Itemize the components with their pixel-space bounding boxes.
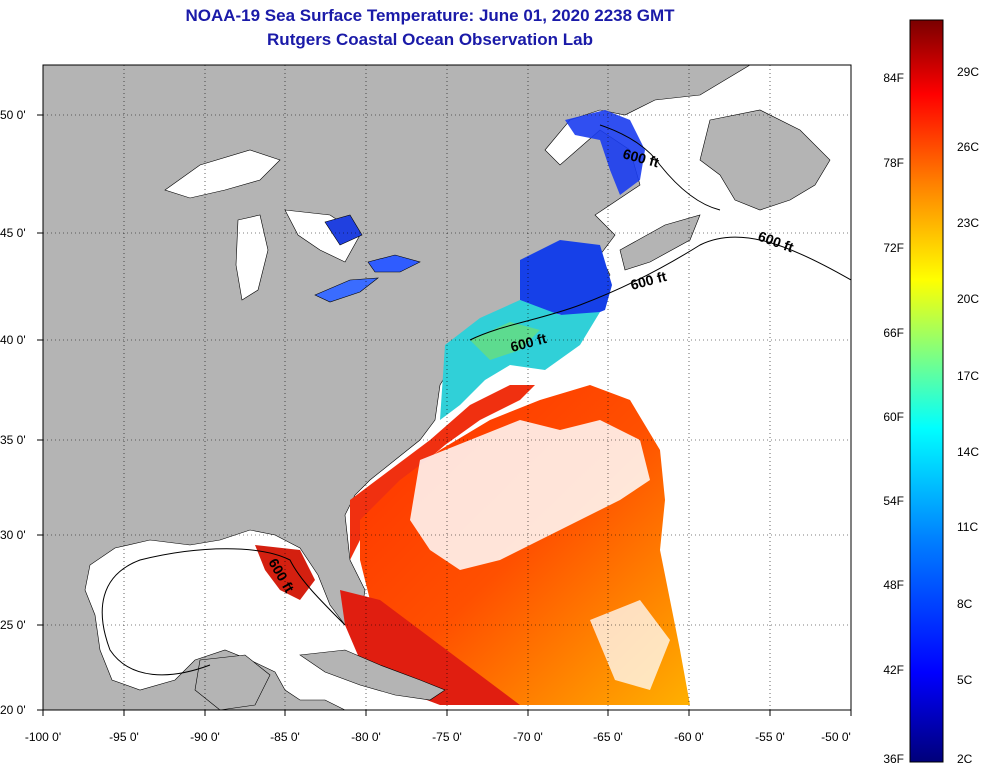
map-title: NOAA-19 Sea Surface Temperature: June 01… <box>185 6 675 25</box>
colorbar-fahrenheit-labels: 84F 78F 72F 66F 60F 54F 48F 42F 36F <box>883 71 904 766</box>
colorbar-c-label: 26C <box>957 140 979 154</box>
land-cuba <box>299 649 446 701</box>
georgian-bay <box>324 214 363 246</box>
contour-600ft-stlawrence <box>599 124 721 211</box>
sst-gulf-stream <box>350 385 535 560</box>
x-tick-label: -80 0' <box>351 730 381 744</box>
y-tick-label: 35 0' <box>0 433 26 447</box>
lake-superior <box>164 149 281 199</box>
lake-michigan <box>235 214 269 301</box>
x-tick-label: -90 0' <box>190 730 220 744</box>
x-tick-label: -65 0' <box>593 730 623 744</box>
y-tick-label: 40 0' <box>0 333 26 347</box>
land-newfoundland <box>699 109 831 211</box>
land-nova-scotia <box>619 214 701 271</box>
colorbar-celsius-labels: 29C 26C 23C 20C 17C 14C 11C 8C 5C 2C <box>957 65 979 766</box>
graticule <box>43 65 851 710</box>
colorbar-c-label: 29C <box>957 65 979 79</box>
colorbar-c-label: 11C <box>957 520 978 534</box>
colorbar-f-label: 78F <box>883 156 904 170</box>
land-yucatan <box>194 654 271 710</box>
colorbar-c-label: 5C <box>957 673 973 687</box>
colorbar-c-label: 8C <box>957 597 973 611</box>
colorbar-c-label: 20C <box>957 292 979 306</box>
lake-ontario <box>367 254 421 273</box>
x-tick-label: -60 0' <box>674 730 704 744</box>
colorbar-f-label: 66F <box>883 326 904 340</box>
colorbar-c-label: 17C <box>957 369 979 383</box>
y-tick-label: 30 0' <box>0 528 26 542</box>
x-tick-label: -50 0' <box>821 730 851 744</box>
contour-600ft-gulf <box>101 548 346 676</box>
x-tick-label: -75 0' <box>432 730 462 744</box>
sst-gulf-of-maine <box>520 240 612 320</box>
x-axis <box>42 710 852 716</box>
sst-gulf-of-mexico-patch <box>255 545 315 600</box>
y-tick-label: 20 0' <box>0 703 26 717</box>
colorbar-f-label: 42F <box>883 663 904 677</box>
colorbar-c-label: 2C <box>957 752 973 766</box>
contour-600ft-northeast <box>469 236 851 341</box>
lake-erie <box>314 277 379 303</box>
x-tick-label: -70 0' <box>513 730 543 744</box>
x-tick-label: -100 0' <box>25 730 61 744</box>
x-tick-label: -55 0' <box>755 730 785 744</box>
sst-shelf-green <box>470 322 540 360</box>
y-tick-label: 50 0' <box>0 108 26 122</box>
colorbar-c-label: 14C <box>957 445 979 459</box>
map-subtitle: Rutgers Coastal Ocean Observation Lab <box>267 30 593 49</box>
sst-mid-atlantic-shelf <box>440 300 600 420</box>
colorbar-f-label: 36F <box>883 752 904 766</box>
y-tick-label: 25 0' <box>0 618 26 632</box>
colorbar-f-label: 54F <box>883 494 904 508</box>
x-tick-label: -95 0' <box>109 730 139 744</box>
x-tick-label: -85 0' <box>270 730 300 744</box>
colorbar-f-label: 72F <box>883 241 904 255</box>
y-tick-label: 45 0' <box>0 226 26 240</box>
x-tick-labels: -100 0' -95 0' -90 0' -85 0' -80 0' -75 … <box>25 730 851 744</box>
cloud-cover-2 <box>590 600 670 690</box>
y-axis <box>37 114 43 711</box>
colorbar-f-label: 60F <box>883 410 904 424</box>
colorbar-f-label: 84F <box>883 71 904 85</box>
y-tick-labels: 50 0' 45 0' 40 0' 35 0' 30 0' 25 0' 20 0… <box>0 108 26 717</box>
colorbar <box>909 19 944 763</box>
colorbar-c-label: 23C <box>957 216 979 230</box>
colorbar-f-label: 48F <box>883 578 904 592</box>
cloud-cover <box>410 420 650 570</box>
sst-gulf-st-lawrence <box>565 110 645 195</box>
